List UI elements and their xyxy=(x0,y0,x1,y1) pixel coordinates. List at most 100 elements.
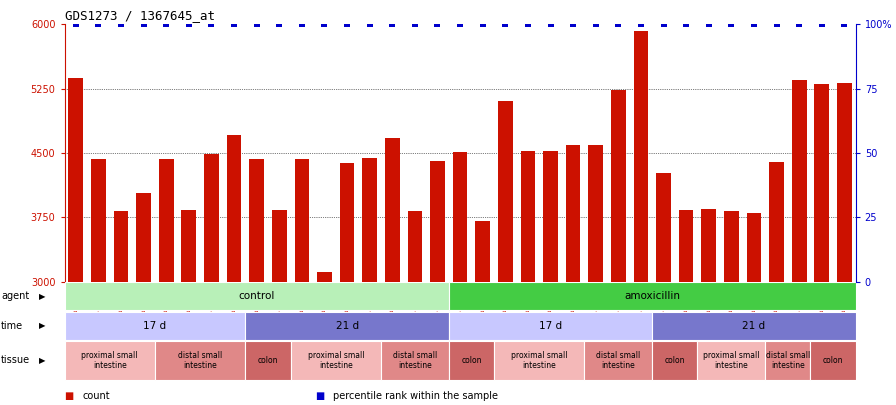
Point xyxy=(746,21,761,28)
Text: count: count xyxy=(82,391,110,401)
Text: distal small
intestine: distal small intestine xyxy=(392,351,437,370)
Text: ▶: ▶ xyxy=(39,356,46,365)
Bar xyxy=(765,341,811,380)
Point xyxy=(589,21,603,28)
Bar xyxy=(543,151,558,282)
Bar xyxy=(430,161,444,282)
Bar xyxy=(295,159,309,282)
Point xyxy=(363,21,377,28)
Point xyxy=(476,21,490,28)
Text: proximal small
intestine: proximal small intestine xyxy=(82,351,138,370)
Text: 17 d: 17 d xyxy=(539,321,562,330)
Point xyxy=(724,21,738,28)
Text: proximal small
intestine: proximal small intestine xyxy=(307,351,364,370)
Point xyxy=(430,21,444,28)
Point xyxy=(633,21,648,28)
Text: colon: colon xyxy=(823,356,843,365)
Bar xyxy=(65,282,449,311)
Bar xyxy=(811,341,856,380)
Bar xyxy=(91,159,106,282)
Bar xyxy=(182,210,196,282)
Text: agent: agent xyxy=(1,292,30,301)
Point xyxy=(679,21,694,28)
Text: percentile rank within the sample: percentile rank within the sample xyxy=(333,391,498,401)
Point xyxy=(69,21,83,28)
Bar xyxy=(159,159,174,282)
Bar xyxy=(746,213,762,282)
Point xyxy=(837,21,851,28)
Bar xyxy=(837,83,852,282)
Text: GDS1273 / 1367645_at: GDS1273 / 1367645_at xyxy=(65,9,214,22)
Bar xyxy=(584,341,652,380)
Bar xyxy=(792,80,806,282)
Bar xyxy=(652,311,856,340)
Bar xyxy=(317,273,332,282)
Text: distal small
intestine: distal small intestine xyxy=(766,351,810,370)
Text: tissue: tissue xyxy=(1,356,30,365)
Point xyxy=(385,21,400,28)
Point xyxy=(91,21,106,28)
Text: ■: ■ xyxy=(65,391,73,401)
Bar xyxy=(702,209,716,282)
Bar xyxy=(408,211,422,282)
Text: 21 d: 21 d xyxy=(335,321,358,330)
Bar xyxy=(385,139,400,282)
Bar xyxy=(697,341,765,380)
Point xyxy=(114,21,128,28)
Text: 17 d: 17 d xyxy=(143,321,167,330)
Point xyxy=(295,21,309,28)
Bar xyxy=(65,341,155,380)
Bar xyxy=(652,341,697,380)
Text: ▶: ▶ xyxy=(39,321,46,330)
Point xyxy=(566,21,581,28)
Bar xyxy=(227,135,241,282)
Point xyxy=(702,21,716,28)
Bar xyxy=(271,210,287,282)
Bar xyxy=(246,311,449,340)
Point xyxy=(159,21,174,28)
Bar xyxy=(136,194,151,282)
Bar xyxy=(290,341,381,380)
Point xyxy=(340,21,354,28)
Point xyxy=(498,21,513,28)
Point xyxy=(657,21,671,28)
Bar xyxy=(679,210,694,282)
Bar xyxy=(494,341,584,380)
Bar xyxy=(814,83,829,282)
Text: colon: colon xyxy=(258,356,278,365)
Point xyxy=(204,21,219,28)
Text: control: control xyxy=(238,292,275,301)
Point xyxy=(792,21,806,28)
Point xyxy=(408,21,422,28)
Bar xyxy=(633,31,649,282)
Text: distal small
intestine: distal small intestine xyxy=(596,351,641,370)
Bar xyxy=(449,282,856,311)
Text: ▶: ▶ xyxy=(39,292,46,301)
Point xyxy=(611,21,625,28)
Text: amoxicillin: amoxicillin xyxy=(625,292,680,301)
Bar xyxy=(249,159,264,282)
Bar xyxy=(449,311,652,340)
Text: proximal small
intestine: proximal small intestine xyxy=(703,351,760,370)
Text: distal small
intestine: distal small intestine xyxy=(178,351,222,370)
Bar xyxy=(589,145,603,282)
Point xyxy=(770,21,784,28)
Bar xyxy=(65,311,246,340)
Point xyxy=(272,21,287,28)
Point xyxy=(136,21,151,28)
Point xyxy=(814,21,829,28)
Bar xyxy=(565,145,581,282)
Bar xyxy=(656,173,671,282)
Point xyxy=(317,21,332,28)
Bar xyxy=(246,341,290,380)
Point xyxy=(543,21,557,28)
Point xyxy=(182,21,196,28)
Bar xyxy=(449,341,494,380)
Bar xyxy=(68,79,83,282)
Text: time: time xyxy=(1,321,23,330)
Bar xyxy=(452,152,468,282)
Bar xyxy=(476,221,490,282)
Bar xyxy=(340,162,355,282)
Bar xyxy=(521,151,535,282)
Text: colon: colon xyxy=(665,356,685,365)
